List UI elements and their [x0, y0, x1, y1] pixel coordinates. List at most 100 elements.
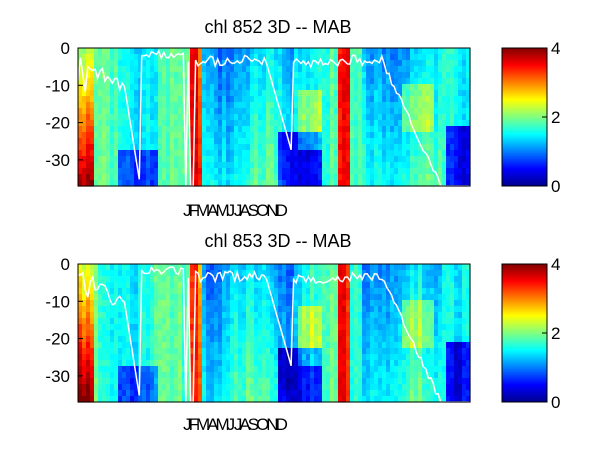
panel-2-cell — [294, 372, 299, 379]
panel-2-cell — [262, 354, 267, 361]
panel-1-cell — [426, 156, 431, 163]
panel-2-cell — [166, 366, 171, 373]
panel-2-cell — [102, 300, 107, 307]
panel-1-cell — [246, 156, 251, 163]
panel-2-cell — [142, 294, 147, 301]
panel-2-cell — [82, 306, 87, 313]
panel-1-cell — [130, 180, 135, 187]
panel-1-cell — [430, 102, 435, 109]
panel-1-cell — [198, 48, 203, 55]
panel-1-cell — [178, 162, 183, 169]
panel-1-cell — [78, 144, 83, 151]
panel-2-cell — [318, 378, 323, 385]
panel-1-cell — [390, 126, 395, 133]
panel-2-cell — [114, 396, 119, 403]
panel-1-cell — [246, 78, 251, 85]
panel-2-cell — [154, 342, 159, 349]
panel-2-cell — [214, 366, 219, 373]
panel-1-cell — [254, 126, 259, 133]
panel-1-cell — [398, 48, 403, 55]
panel-2-cell — [390, 330, 395, 337]
panel-2-cell — [206, 384, 211, 391]
panel-1-cell — [270, 96, 275, 103]
panel-2-cell — [386, 390, 391, 397]
panel-2-cell — [334, 360, 339, 367]
panel-2-cell — [378, 378, 383, 385]
panel-2-cell — [418, 336, 423, 343]
panel-1-cell — [106, 126, 111, 133]
panel-1-cell — [450, 180, 455, 187]
panel-2-cell — [346, 294, 351, 301]
panel-2-cell — [358, 264, 363, 271]
panel-1-cell — [174, 114, 179, 121]
panel-2-cell — [158, 282, 163, 289]
panel-1-cell — [154, 54, 159, 61]
panel-2-cell — [286, 348, 291, 355]
panel-1-cell — [294, 96, 299, 103]
panel-2-cell — [158, 276, 163, 283]
panel-1-cell — [206, 102, 211, 109]
panel-2-cell — [338, 342, 343, 349]
panel-1-cell — [466, 180, 471, 187]
panel-2-cell — [102, 294, 107, 301]
panel-2-cell — [114, 330, 119, 337]
panel-2-cell — [378, 288, 383, 295]
panel-1-cell — [234, 84, 239, 91]
panel-1-cell — [362, 174, 367, 181]
panel-2-cell — [206, 348, 211, 355]
panel-2-cell — [386, 336, 391, 343]
panel-1-cell — [110, 126, 115, 133]
panel-2-cell — [278, 288, 283, 295]
panel-1-cell — [378, 48, 383, 55]
panel-2-cell — [154, 354, 159, 361]
panel-2-cell — [170, 276, 175, 283]
panel-1-cell — [314, 108, 319, 115]
panel-2-cell — [150, 324, 155, 331]
panel-1-cell — [358, 60, 363, 67]
panel-1-cell — [146, 48, 151, 55]
panel-1-cell — [322, 54, 327, 61]
panel-1-cell — [286, 84, 291, 91]
panel-1-cell — [362, 150, 367, 157]
panel-2-cell — [442, 354, 447, 361]
panel-1-cell — [178, 144, 183, 151]
panel-1-cell — [158, 102, 163, 109]
panel-2-cell — [194, 300, 199, 307]
panel-1-cell — [382, 114, 387, 121]
panel-2-cell — [270, 264, 275, 271]
panel-1-cell — [246, 180, 251, 187]
panel-1-cell — [450, 108, 455, 115]
panel-1-cell — [382, 162, 387, 169]
panel-1-cell — [106, 54, 111, 61]
panel-2-cell — [198, 390, 203, 397]
panel-2-cell — [306, 396, 311, 403]
panel-1-cell — [358, 156, 363, 163]
panel-2-cell — [270, 318, 275, 325]
panel-2-cell — [258, 396, 263, 403]
panel-1-cell — [114, 54, 119, 61]
panel-2-cell — [362, 396, 367, 403]
panel-2-cell — [138, 294, 143, 301]
panel-1-cell — [198, 120, 203, 127]
panel-2-cell — [370, 318, 375, 325]
panel-2-cell — [78, 306, 83, 313]
panel-2-cell — [118, 366, 123, 373]
panel-1-cell — [94, 162, 99, 169]
panel-1-cell — [270, 102, 275, 109]
panel-2-cell — [338, 366, 343, 373]
panel-2-cell — [134, 306, 139, 313]
panel-2-cell — [142, 396, 147, 403]
panel-2-cell — [370, 378, 375, 385]
panel-1-cell — [238, 72, 243, 79]
panel-1-cell — [86, 66, 91, 73]
panel-2-cell — [394, 300, 399, 307]
panel-2-cell — [402, 312, 407, 319]
panel-2-cell — [126, 330, 131, 337]
panel-2-cell — [426, 324, 431, 331]
panel-2-cell — [258, 318, 263, 325]
panel-2-cell — [150, 282, 155, 289]
panel-1-cell — [246, 120, 251, 127]
panel-2-cell — [266, 276, 271, 283]
panel-2-cell — [230, 384, 235, 391]
panel-2-cell — [218, 372, 223, 379]
